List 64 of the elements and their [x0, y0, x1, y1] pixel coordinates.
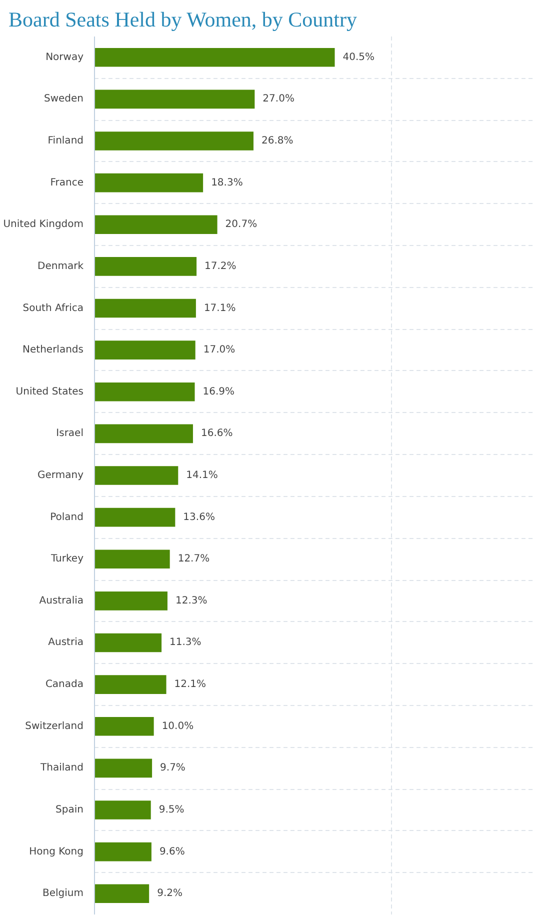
y-tick-label: Spain [56, 804, 84, 816]
bar [94, 173, 204, 192]
data-label: 12.3% [175, 595, 208, 606]
bar [94, 800, 151, 820]
y-tick-label: Israel [56, 428, 84, 440]
bar [94, 90, 255, 109]
y-tick-label: United States [16, 386, 84, 398]
bar [94, 842, 152, 862]
y-tick-label: Sweden [44, 94, 84, 105]
y-tick-label: United Kingdom [3, 219, 84, 230]
y-tick-label: Turkey [50, 554, 84, 565]
bar [94, 215, 218, 234]
data-label: 20.7% [225, 219, 258, 230]
data-label: 9.7% [160, 762, 186, 774]
y-tick-label: Australia [39, 595, 84, 606]
data-label: 10.0% [162, 720, 194, 732]
y-tick-label: Finland [48, 136, 84, 147]
data-label: 17.1% [204, 302, 236, 314]
y-tick-label: Germany [38, 470, 84, 481]
bar [94, 48, 335, 67]
y-tick-label: Poland [50, 512, 84, 523]
bar [94, 716, 154, 736]
data-label: 27.0% [262, 94, 294, 105]
data-label: 26.8% [261, 136, 294, 147]
data-label: 11.3% [170, 637, 202, 648]
bar [94, 257, 197, 276]
bar [94, 298, 196, 318]
data-label: 13.6% [183, 512, 215, 523]
y-tick-label: France [50, 177, 84, 188]
y-tick-label: Denmark [38, 260, 84, 272]
bar [94, 592, 168, 610]
bar [94, 132, 254, 150]
bar [94, 382, 195, 402]
y-tick-label: South Africa [22, 302, 84, 314]
bar [94, 758, 152, 778]
y-tick-label: Netherlands [22, 344, 84, 356]
bar [94, 424, 193, 444]
data-label: 16.6% [200, 428, 233, 440]
bar [94, 466, 178, 485]
data-label: 9.6% [159, 846, 185, 858]
data-label: 9.2% [157, 888, 182, 900]
data-label: 17.0% [203, 344, 236, 356]
data-label: 12.1% [174, 679, 206, 690]
bar [94, 340, 196, 360]
chart-title: Board Seats Held by Women, by Country [8, 8, 358, 32]
y-tick-label: Hong Kong [29, 846, 84, 858]
y-tick-label: Thailand [40, 762, 84, 774]
data-label: 9.5% [158, 804, 184, 816]
data-label: 14.1% [186, 470, 218, 481]
data-label: 17.2% [204, 260, 236, 272]
data-label: 18.3% [211, 177, 243, 188]
data-label: 16.9% [202, 386, 235, 398]
y-tick-label: Belgium [42, 888, 84, 900]
bar [94, 633, 162, 652]
bar [94, 550, 170, 569]
data-label: 40.5% [342, 52, 375, 63]
bar [94, 884, 150, 903]
y-tick-label: Canada [45, 679, 84, 690]
bar [94, 675, 166, 694]
y-tick-label: Norway [46, 52, 84, 63]
bar [94, 508, 176, 527]
y-tick-label: Switzerland [25, 720, 84, 732]
data-label: 12.7% [178, 554, 210, 565]
y-tick-label: Austria [48, 637, 84, 648]
